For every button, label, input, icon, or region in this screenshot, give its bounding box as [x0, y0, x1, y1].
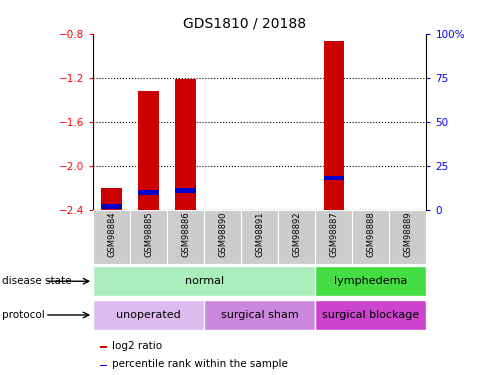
Bar: [175, 79, 196, 210]
Bar: [323, 42, 344, 210]
Bar: [139, 190, 159, 195]
Bar: [352, 210, 389, 264]
Bar: [167, 210, 204, 264]
Bar: [241, 210, 278, 264]
Bar: [315, 210, 352, 264]
Bar: [93, 266, 315, 296]
Bar: [93, 210, 130, 264]
Bar: [278, 210, 315, 264]
Text: surgical blockage: surgical blockage: [322, 310, 419, 320]
Text: GSM98890: GSM98890: [218, 211, 227, 257]
Text: GSM98886: GSM98886: [181, 211, 190, 257]
Bar: [175, 188, 196, 193]
Text: protocol: protocol: [2, 310, 45, 320]
Text: GSM98889: GSM98889: [403, 211, 412, 257]
Bar: [100, 364, 107, 366]
Bar: [130, 210, 167, 264]
Text: percentile rank within the sample: percentile rank within the sample: [112, 359, 288, 369]
Bar: [139, 91, 159, 210]
Text: GSM98888: GSM98888: [366, 211, 375, 257]
Bar: [315, 300, 426, 330]
Bar: [101, 188, 122, 210]
Text: unoperated: unoperated: [116, 310, 181, 320]
Bar: [93, 300, 204, 330]
Bar: [204, 210, 241, 264]
Text: GSM98887: GSM98887: [329, 211, 338, 257]
Bar: [204, 300, 315, 330]
Text: normal: normal: [185, 276, 224, 286]
Text: GDS1810 / 20188: GDS1810 / 20188: [183, 17, 307, 31]
Text: GSM98885: GSM98885: [144, 211, 153, 257]
Text: GSM98891: GSM98891: [255, 211, 264, 257]
Bar: [389, 210, 426, 264]
Text: disease state: disease state: [2, 276, 72, 286]
Bar: [100, 346, 107, 348]
Text: lymphedema: lymphedema: [334, 276, 408, 286]
Text: log2 ratio: log2 ratio: [112, 340, 162, 351]
Text: surgical sham: surgical sham: [221, 310, 298, 320]
Bar: [323, 176, 344, 180]
Text: GSM98884: GSM98884: [107, 211, 116, 257]
Bar: [315, 266, 426, 296]
Bar: [101, 204, 122, 209]
Text: GSM98892: GSM98892: [292, 211, 301, 257]
